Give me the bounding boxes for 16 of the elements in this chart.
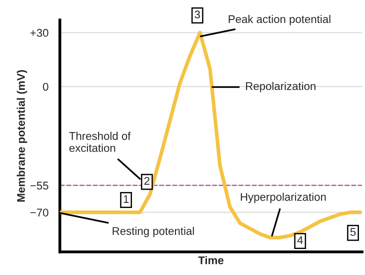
annotation: Threshold of excitation [69,132,131,152]
y-tick-label: 0 [43,82,48,91]
annotation: Repolarization [246,82,316,92]
annotation: Peak action potential [228,14,330,26]
annotation: 2 [144,177,150,185]
annotation: Resting potential [112,226,194,238]
y-tick-label: −55 [30,182,48,190]
annotation: Hyperpolarization [240,192,326,204]
annotation: 5 [350,228,356,236]
y-tick-label: −70 [30,208,48,216]
annotation: 4 [297,236,303,244]
y-axis-title: Membrane potential (mV) [16,70,28,202]
y-tick-label: +30 [30,28,48,37]
text: 3 [194,10,200,18]
x-axis-title: Time [198,256,224,264]
annotation: 1 [124,195,129,203]
